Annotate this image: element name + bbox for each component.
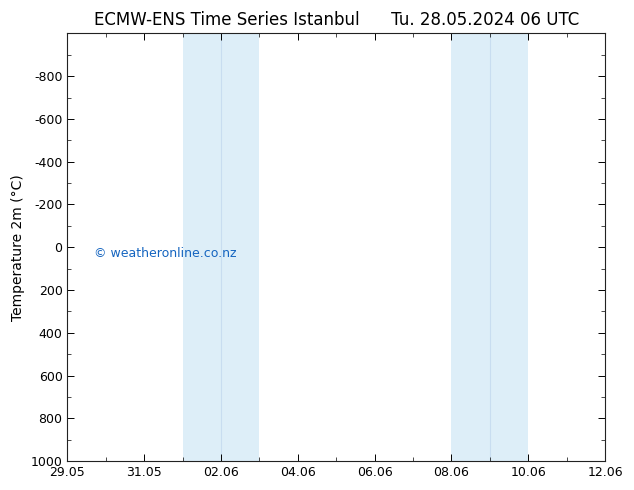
Bar [451, 33, 528, 461]
Title: ECMW-ENS Time Series Istanbul      Tu. 28.05.2024 06 UTC: ECMW-ENS Time Series Istanbul Tu. 28.05.… [94, 11, 579, 29]
Y-axis label: Temperature 2m (°C): Temperature 2m (°C) [11, 174, 25, 320]
Bar [183, 33, 259, 461]
Text: © weatheronline.co.nz: © weatheronline.co.nz [94, 247, 236, 260]
